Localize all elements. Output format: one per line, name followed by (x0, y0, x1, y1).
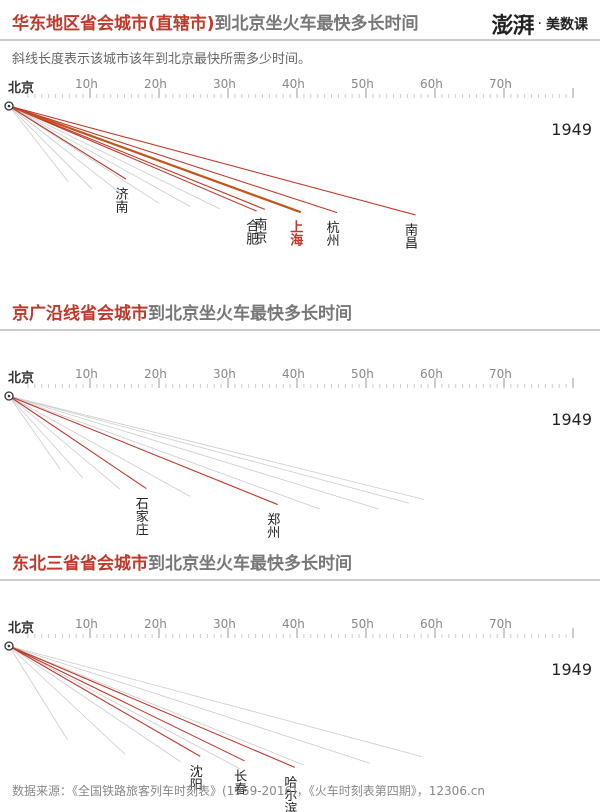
panel-title-red: 京广沿线省会城市 (12, 303, 148, 324)
panel-title-gray: 到北京坐火车最快多长时间 (148, 303, 352, 324)
tick-label: 60h (420, 617, 443, 631)
past-line (8, 395, 321, 510)
series-line-上海 (8, 104, 302, 214)
logo-dot: · (537, 16, 542, 32)
series-label-合肥: 合肥 (243, 219, 259, 246)
past-line (8, 395, 61, 470)
chart-subtitle: 斜线长度表示该城市该年到北京最快所需多少时间。 (12, 52, 312, 67)
panel-title-gray: 到北京坐火车最快多长时间 (148, 553, 352, 574)
logo-brand: 澎湃 (491, 13, 535, 39)
tick-label: 70h (489, 367, 512, 381)
series-label-哈尔滨: 哈尔滨 (281, 775, 297, 812)
past-line (8, 395, 409, 504)
series-label-沈阳: 沈阳 (187, 764, 203, 790)
series-label-石家庄: 石家庄 (133, 497, 149, 537)
tick-label: 30h (213, 367, 236, 381)
panel-title: 东北三省省会城市到北京坐火车最快多长时间 (12, 553, 352, 574)
past-line (8, 645, 304, 766)
panel-title: 京广沿线省会城市到北京坐火车最快多长时间 (12, 303, 352, 324)
logo: 澎湃 · 美数课 (492, 8, 588, 40)
series-label-郑州: 郑州 (264, 513, 280, 539)
tick-label: 60h (420, 367, 443, 381)
tick-label: 10h (75, 617, 98, 631)
series-line-长春 (8, 645, 245, 762)
panel-title-gray: 到北京坐火车最快多长时间 (215, 13, 419, 34)
origin-dot (7, 104, 11, 108)
tick-label: 30h (213, 77, 236, 91)
tick-label: 10h (75, 367, 98, 381)
tick-label: 60h (420, 77, 443, 91)
series-label-上海: 上海 (287, 220, 303, 247)
past-line (8, 645, 423, 758)
year-label: 1949 (551, 660, 592, 679)
past-line (8, 645, 68, 740)
past-line (8, 105, 221, 210)
series-line-杭州 (8, 105, 338, 214)
origin-dot (7, 644, 11, 648)
tick-label: 10h (75, 77, 98, 91)
tick-label: 40h (282, 367, 305, 381)
series-label-杭州: 杭州 (324, 221, 340, 247)
origin-label: 北京 (8, 80, 34, 96)
year-label: 1949 (551, 410, 592, 429)
past-line (8, 645, 241, 770)
series-line-沈阳 (8, 645, 201, 757)
series-label-南昌: 南昌 (402, 222, 418, 249)
past-line (8, 395, 121, 490)
tick-label: 40h (282, 617, 305, 631)
series-label-南京: 南京 (251, 217, 267, 244)
series-line-合肥 (8, 105, 257, 212)
year-label: 1949 (551, 120, 592, 139)
tick-label: 20h (144, 617, 167, 631)
past-line (8, 645, 181, 763)
tick-label: 50h (351, 617, 374, 631)
panel-title-red: 东北三省省会城市 (12, 553, 148, 574)
series-line-济南 (8, 105, 127, 180)
series-label-济南: 济南 (113, 187, 129, 213)
origin-label: 北京 (8, 620, 34, 636)
data-source-footer: 数据来源：《全国铁路旅客列车时刻表》(1959-2016)，《火车时刻表第四期》… (12, 784, 485, 798)
past-line (8, 105, 93, 190)
tick-label: 50h (351, 77, 374, 91)
past-line (8, 645, 126, 755)
past-line (8, 645, 371, 764)
series-line-石家庄 (8, 395, 147, 490)
panel-title: 华东地区省会城市(直辖市)到北京坐火车最快多长时间 (12, 13, 419, 34)
past-line (8, 105, 191, 207)
tick-label: 30h (213, 617, 236, 631)
origin-dot (7, 394, 11, 398)
past-line (8, 105, 69, 183)
past-line (8, 395, 84, 479)
series-label-长春: 长春 (231, 769, 247, 795)
past-line (8, 395, 425, 500)
series-line-南昌 (8, 105, 416, 216)
tick-label: 70h (489, 617, 512, 631)
tick-label: 70h (489, 77, 512, 91)
past-line (8, 395, 379, 510)
tick-label: 40h (282, 77, 305, 91)
series-line-哈尔滨 (8, 645, 296, 768)
panel-title-red: 华东地区省会城市(直辖市) (12, 13, 215, 34)
tick-label: 50h (351, 367, 374, 381)
tick-label: 20h (144, 77, 167, 91)
origin-label: 北京 (8, 370, 34, 386)
past-line (8, 105, 129, 200)
past-line (8, 395, 191, 497)
series-line-南京 (8, 105, 266, 210)
logo-sub: 美数课 (546, 17, 588, 33)
series-line-郑州 (8, 395, 278, 506)
tick-label: 20h (144, 367, 167, 381)
